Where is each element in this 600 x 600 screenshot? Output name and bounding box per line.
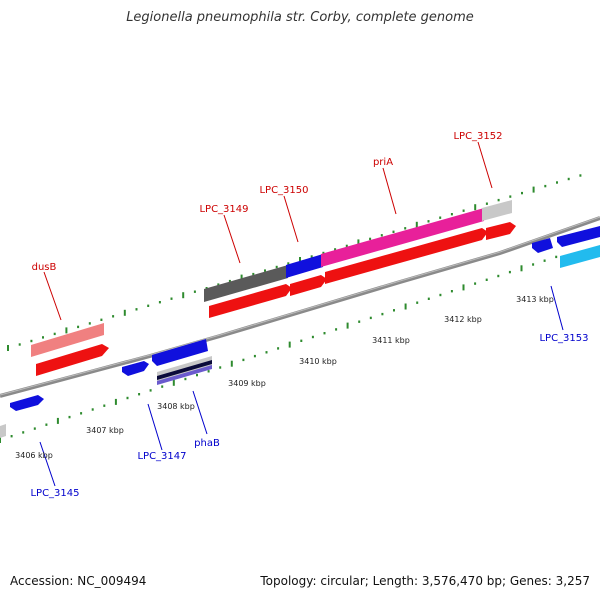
cds-arrow-priA[interactable] — [325, 228, 488, 284]
gene-bar-LPC_3145 — [0, 424, 6, 438]
leader-line-LPC_3145 — [39, 441, 56, 487]
cds-arrow-LPC_3146[interactable] — [122, 361, 149, 376]
scale-label: 3410 kbp — [299, 357, 337, 366]
label-LPC_3145[interactable]: LPC_3145 — [30, 488, 79, 499]
gene-bar-dusB[interactable] — [31, 323, 104, 357]
cds-arrow-LPC_3147[interactable] — [152, 339, 208, 366]
leader-line-LPC_3147 — [147, 403, 163, 451]
scale-label: 3413 kbp — [516, 295, 554, 304]
cds-arrow-LPC_3152[interactable] — [486, 222, 516, 240]
leader-line-phaB — [192, 390, 208, 435]
cds-arrow-dusB[interactable] — [36, 344, 109, 376]
scale-label: 3412 kbp — [444, 315, 482, 324]
feature-track-bottom — [0, 245, 600, 438]
scale-ticks-top — [7, 174, 582, 351]
gene-labels-bottom: LPC_3145 LPC_3147 phaB LPC_3153 — [30, 285, 589, 499]
map-title: Legionella pneumophila str. Corby, compl… — [126, 10, 474, 25]
label-LPC_3152[interactable]: LPC_3152 — [453, 131, 502, 142]
scale-label: 3406 kbp — [15, 451, 53, 460]
leader-line-LPC_3152 — [477, 141, 493, 189]
label-priA[interactable]: priA — [373, 157, 393, 168]
leader-line-dusB — [43, 271, 62, 321]
gene-labels-top: dusB LPC_3149 LPC_3150 priA LPC_3152 — [32, 131, 503, 321]
gene-bar-priA[interactable] — [321, 208, 484, 267]
scale-label: 3408 kbp — [157, 402, 195, 411]
leader-line-LPC_3149 — [223, 214, 241, 264]
feature-track-top — [31, 200, 512, 357]
gene-bar-LPC_3149[interactable] — [204, 265, 288, 302]
label-dusB[interactable]: dusB — [32, 262, 57, 273]
scale-labels: 3406 kbp 3407 kbp 3408 kbp 3409 kbp 3410… — [15, 295, 554, 460]
cds-arrow-LPC_3145[interactable] — [10, 395, 44, 411]
cds-track-top — [36, 222, 516, 376]
gene-bar-LPC_3153[interactable] — [560, 245, 600, 268]
label-phaB[interactable]: phaB — [194, 438, 220, 449]
gene-bar-phaB-inner — [157, 360, 212, 380]
gene-bar-LPC_3150[interactable] — [286, 254, 323, 278]
genome-backbone — [0, 216, 600, 398]
scale-ticks-bottom — [0, 255, 558, 443]
scale-label: 3411 kbp — [372, 336, 410, 345]
label-LPC_3147[interactable]: LPC_3147 — [137, 451, 186, 462]
label-LPC_3153[interactable]: LPC_3153 — [539, 333, 588, 344]
genome-summary: Topology: circular; Length: 3,576,470 bp… — [260, 574, 590, 588]
gene-bar-LPC_3152[interactable] — [482, 200, 512, 221]
cds-track-bottom — [10, 226, 600, 411]
accession-label: Accession: NC_009494 — [10, 574, 147, 588]
label-LPC_3149[interactable]: LPC_3149 — [199, 204, 248, 215]
leader-line-priA — [382, 167, 397, 215]
cds-arrow-LPC_3149[interactable] — [209, 284, 292, 318]
scale-label: 3409 kbp — [228, 379, 266, 388]
leader-line-LPC_3153 — [550, 285, 564, 331]
cds-arrow-LPC_3150[interactable] — [290, 275, 327, 296]
gene-bar-phaB-lower — [157, 365, 212, 385]
cds-arrow-LPC_3153b[interactable] — [557, 226, 600, 247]
cds-arrow-LPC_3153a[interactable] — [532, 238, 553, 253]
genome-backbone-highlight — [0, 216, 600, 396]
scale-label: 3407 kbp — [86, 426, 124, 435]
label-LPC_3150[interactable]: LPC_3150 — [259, 185, 308, 196]
leader-line-LPC_3150 — [283, 195, 299, 243]
